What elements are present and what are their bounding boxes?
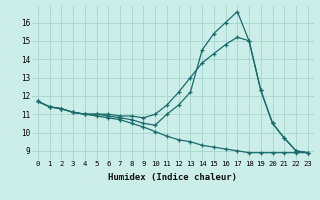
X-axis label: Humidex (Indice chaleur): Humidex (Indice chaleur) xyxy=(108,173,237,182)
